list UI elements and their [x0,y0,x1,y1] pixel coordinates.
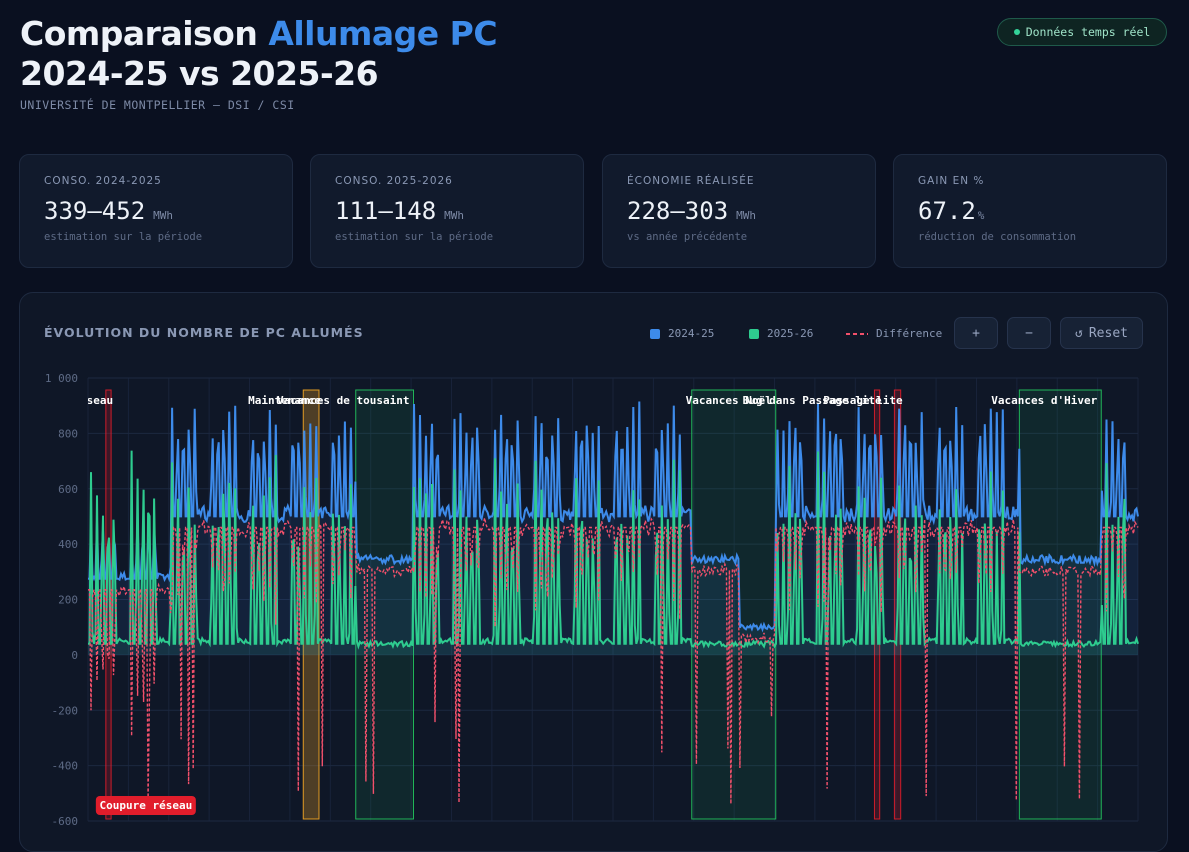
legend-dash-icon [846,332,868,335]
y-tick-label: 600 [58,483,78,496]
y-tick-label: -600 [52,815,79,828]
legend-2024[interactable]: 2024-25 [650,327,714,340]
kpi-value: 228–303 MWh [627,197,851,225]
legend-swatch-2025 [749,328,759,339]
chart-canvas[interactable]: 1 000 800 600 400 200 0 -200 -400 -600 Coupure ré… [20,293,1167,833]
kpi-value-number: 67.2 [918,197,976,225]
kpi-card-economie: ÉCONOMIE RÉALISÉE 228–303 MWh vs année pr… [602,154,876,268]
annotation-label: Vacances d'Hiver [991,394,1097,407]
kpi-unit: MWh [736,209,757,222]
y-tick-label: 400 [58,538,78,551]
kpi-unit: MWh [444,209,465,222]
kpi-card-conso-2024: CONSO. 2024-2025 339–452 MWh estimation s… [19,154,293,268]
legend-label-2024: 2024-25 [668,327,715,340]
kpi-note: réduction de consommation [918,231,1077,243]
y-tick-label: 1 000 [45,372,78,385]
legend-swatch-2024 [650,328,660,339]
zoom-in-button[interactable]: + [954,317,998,349]
outage-callout-box [95,796,196,815]
kpi-unit: % [977,209,985,222]
kpi-value: 339–452 MWh [44,197,268,225]
kpi-card-conso-2025: CONSO. 2025-2026 111–148 MWh estimation s… [310,154,584,268]
chart-title: ÉVOLUTION DU NOMBRE DE PC ALLUMÉS [44,325,364,340]
reset-label: Reset [1088,325,1128,341]
series-line-diff [88,517,1139,804]
chart-panel: ÉVOLUTION DU NOMBRE DE PC ALLUMÉS 2024-2… [19,292,1168,852]
kpi-value-number: 111–148 [335,197,437,225]
live-badge: Données temps réel [997,18,1167,46]
title-accent: Allumage PC [268,14,498,53]
live-dot-icon [1013,29,1020,35]
kpi-value: 111–148 MWh [335,197,559,225]
outage-callout-label: Coupure réseau [99,799,192,812]
kpi-value-number: 228–303 [627,197,729,225]
y-tick-label: 800 [58,427,78,440]
annotation-label: Maintenance [248,394,321,407]
kpi-note: estimation sur la période [335,231,494,243]
title-line2: 2024-25 vs 2025-26 [20,54,379,93]
kpi-value: 67.2% [918,197,1142,225]
page-title: Comparaison Allumage PC 2024-25 vs 2025-… [20,14,498,94]
y-tick-label: -400 [52,760,79,773]
kpi-label: GAIN EN % [918,175,985,187]
legend-diff[interactable]: Différence [846,327,942,340]
kpi-card-gain: GAIN EN % 67.2% réduction de consommatio… [893,154,1167,268]
kpi-label: ÉCONOMIE RÉALISÉE [627,175,755,187]
kpi-label: CONSO. 2025-2026 [335,175,453,187]
kpi-note: vs année précédente [627,231,748,243]
kpi-unit: MWh [153,209,174,222]
legend-label-diff: Différence [876,327,943,340]
kpi-label: CONSO. 2024-2025 [44,175,162,187]
reset-icon: ↺ [1075,325,1083,341]
zoom-out-button[interactable]: − [1007,317,1051,349]
live-badge-label: Données temps réel [1025,25,1151,39]
annotation-label: Vacances de tousaint [277,394,409,407]
y-tick-label: -200 [52,704,79,717]
reset-button[interactable]: ↺ Reset [1060,317,1143,349]
annotation-label: Bug dans Passage lite [743,394,882,407]
annotation-band-holiday [1018,389,1102,820]
annotation-band-holiday [691,389,777,820]
series-line-2024 [88,401,1139,633]
y-tick-label: 200 [58,594,78,607]
y-tick-label: 0 [71,649,78,662]
annotation-label: Vacances Noël [686,394,772,407]
legend-2025[interactable]: 2025-26 [749,327,813,340]
annotation-label: Passage lite [823,394,903,407]
page-subtitle: UNIVERSITÉ DE MONTPELLIER — DSI / CSI [20,98,295,112]
annotation-label: Coupure réseau [20,394,113,407]
kpi-note: estimation sur la période [44,231,203,243]
title-part1: Comparaison [20,14,269,53]
legend-label-2025: 2025-26 [767,327,814,340]
kpi-value-number: 339–452 [44,197,146,225]
